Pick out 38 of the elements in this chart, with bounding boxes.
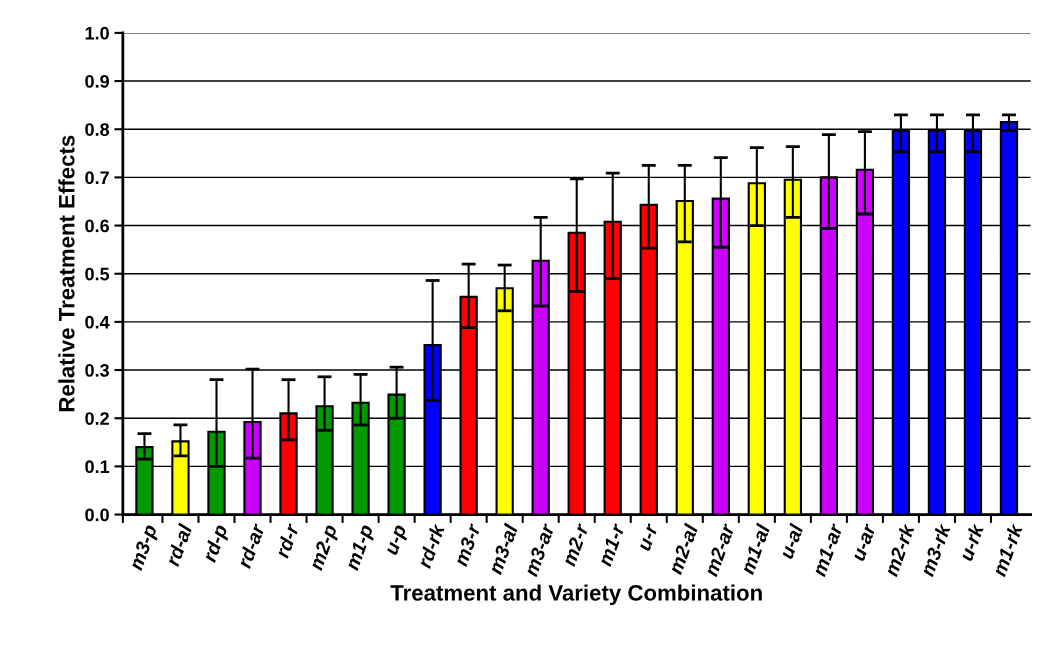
x-tick-label: rd-ar (236, 522, 266, 570)
y-tick-label: 1.0 (85, 26, 109, 40)
x-tick-label: m1-ar (812, 522, 844, 578)
x-tick-label: m1-r (597, 522, 625, 567)
x-tick-label: m1-rk (991, 522, 1024, 578)
y-tick-label: 0.1 (85, 460, 110, 474)
y-tick-label: 0.7 (85, 171, 109, 185)
y-tick-label: 0.0 (85, 508, 109, 522)
x-tick-label: m2-rk (883, 522, 915, 578)
y-tick-label: 0.5 (85, 267, 110, 281)
x-tick-label: m3-rk (919, 522, 952, 578)
x-tick-label: m3-al (487, 522, 519, 576)
y-tick-label: 0.2 (85, 412, 109, 425)
x-tick-label: m2-al (667, 522, 699, 576)
x-tick-label: u-p (386, 524, 411, 557)
x-tick-label: m2-ar (703, 522, 736, 578)
y-axis-title: Relative Treatment Effects (58, 135, 75, 412)
x-tick-label: u-ar (853, 523, 877, 562)
x-axis-title: Treatment and Variety Combination (390, 584, 762, 606)
x-tick-label: rd-p (201, 523, 232, 565)
y-tick-label: 0.3 (85, 363, 109, 377)
x-tick-label: m3-p (128, 523, 161, 573)
x-tick-label: u-rk (958, 522, 985, 562)
y-tick-label: 0.8 (85, 123, 110, 136)
x-tick-label: rd-r (274, 522, 300, 559)
x-tick-label: m1-p (344, 523, 377, 573)
x-tick-label: u-al (778, 522, 804, 560)
x-tick-label: rd-rk (416, 522, 446, 570)
x-tick-label: m2-r (561, 522, 589, 567)
x-tick-label: m2-p (308, 523, 341, 573)
y-tick-label: 0.6 (85, 219, 109, 233)
x-tick-label: u-r (639, 523, 659, 552)
x-tick-label: rd-al (164, 522, 193, 568)
x-tick-label: m1-al (739, 522, 771, 576)
y-tick-label: 0.4 (85, 315, 110, 329)
x-tick-label: m3-r (453, 522, 482, 568)
x-tick-label: m3-ar (523, 522, 555, 578)
y-tick-label: 0.9 (85, 75, 109, 88)
